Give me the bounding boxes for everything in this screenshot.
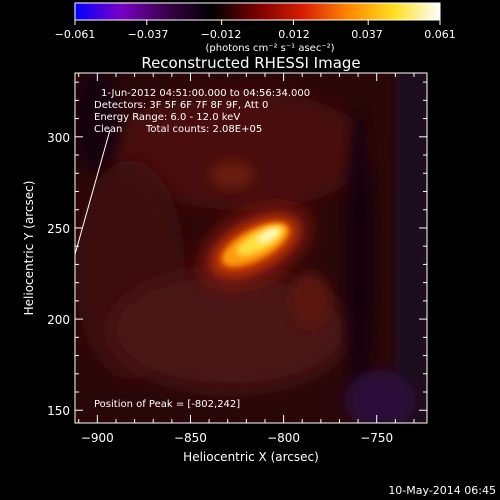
colorbar-gradient [74,2,441,21]
y-tick-label-2: 250 [47,222,70,236]
heatmap-image [75,73,427,423]
bg-dark-stripe [346,110,374,410]
footer-date: 10-May-2014 06:45 [388,484,496,497]
axis-ticks [75,73,427,423]
x-axis-label: Heliocentric X (arcsec) [183,450,319,464]
colorbar-ticks [74,20,441,25]
bg-knot-mid [290,272,330,328]
bg-knot-top [210,161,254,189]
annotation-energy-range: Energy Range: 6.0 - 12.0 keV [94,112,240,123]
y-tick-label-1: 200 [47,313,70,327]
colorbar-tick-label-2: −0.012 [201,28,242,41]
plot-frame [74,72,428,424]
colorbar-tick-label-5: 0.061 [424,28,456,41]
bg-purple-corner [345,370,415,423]
colorbar-tick-label-0: −0.061 [55,28,96,41]
colorbar-tick-label-3: 0.012 [278,28,310,41]
x-tick-label-0: −900 [81,431,114,445]
y-tick-label-3: 300 [47,131,70,145]
solar-limb-line [75,129,111,257]
x-tick-label-2: −800 [267,431,300,445]
y-tick-label-0: 150 [47,404,70,418]
colorbar-units-label: (photons cm⁻² s⁻¹ asec⁻²) [205,43,334,54]
annotation-time-range: 1-Jun-2012 04:51:00.000 to 04:56:34.000 [101,88,310,99]
flare-source [199,204,311,288]
colorbar: −0.061 −0.037 −0.012 0.012 0.037 0.061 (… [55,2,456,54]
flare-core [257,228,280,243]
annotation-method: Clean [94,124,122,135]
colorbar-tick-label-4: 0.037 [351,28,383,41]
annotation-total-counts: Total counts: 2.08E+05 [145,124,262,135]
annotation-peak-position: Position of Peak = [-802,242] [94,399,240,410]
bg-left-dark [75,73,120,170]
x-tick-label-3: −750 [360,431,393,445]
x-tick-label-1: −850 [174,431,207,445]
y-axis-label: Heliocentric Y (arcsec) [22,181,36,316]
bg-region-upper [110,90,370,210]
bg-right-strip [395,73,427,423]
colorbar-tick-label-1: −0.037 [128,28,169,41]
annotation-detectors: Detectors: 3F 5F 6F 7F 8F 9F, Att 0 [94,100,268,111]
chart-title: Reconstructed RHESSI Image [141,54,360,72]
